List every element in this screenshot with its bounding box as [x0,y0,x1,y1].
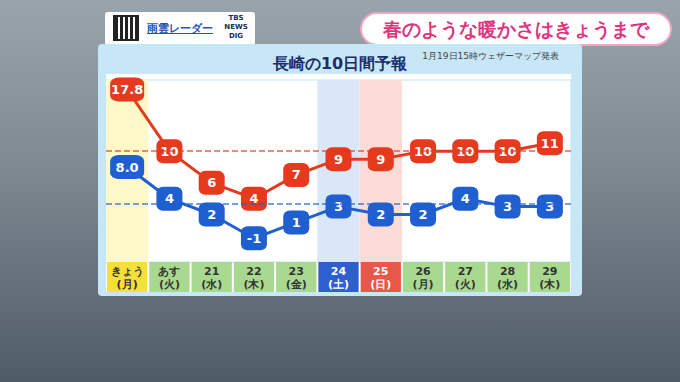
svg-text:長崎の10日間予報: 長崎の10日間予報 [272,54,408,73]
svg-text:(日): (日) [370,278,391,291]
svg-text:2: 2 [207,207,216,222]
svg-text:(月): (月) [413,278,434,291]
html-text:雨雲レーダー: 雨雲レーダー [147,22,213,35]
svg-text:(月): (月) [117,278,138,291]
svg-text:22: 22 [246,265,261,278]
svg-text:21: 21 [204,265,219,278]
svg-text:6: 6 [207,175,216,190]
svg-text:10: 10 [498,143,517,159]
svg-text:7: 7 [292,167,301,182]
svg-text:4: 4 [249,191,259,207]
svg-text:(水): (水) [201,278,222,291]
svg-text:10: 10 [414,143,433,159]
svg-text:1月19日15時ウェザーマップ発表: 1月19日15時ウェザーマップ発表 [422,51,559,61]
svg-text:11: 11 [541,136,559,151]
svg-text:(土): (土) [328,278,349,291]
svg-text:17.8: 17.8 [111,82,143,97]
svg-text:きょう: きょう [111,265,144,278]
svg-text:3: 3 [545,199,554,214]
svg-text:(水): (水) [497,278,518,291]
svg-text:28: 28 [500,265,515,278]
svg-text:4: 4 [164,191,174,207]
svg-text:(木): (木) [539,278,560,291]
html-text:TBS NEWS DIG: TBS NEWS DIG [224,14,248,40]
html-text:春のような暖かさはきょうまで: 春のような暖かさはきょうまで [383,18,649,40]
svg-text:25: 25 [373,265,388,278]
svg-text:9: 9 [376,152,385,167]
svg-text:10: 10 [160,143,179,159]
svg-text:27: 27 [458,265,473,278]
svg-text:26: 26 [415,265,431,278]
svg-text:8.0: 8.0 [116,160,139,175]
svg-text:3: 3 [334,199,343,214]
svg-text:4: 4 [460,191,470,207]
svg-text:-1: -1 [247,231,261,246]
svg-text:2: 2 [376,207,385,222]
svg-text:あす: あす [158,265,180,278]
svg-text:(金): (金) [286,278,307,291]
svg-text:1: 1 [292,215,301,230]
svg-text:(木): (木) [243,278,264,291]
svg-text:23: 23 [289,265,304,278]
svg-text:24: 24 [331,265,347,278]
svg-text:29: 29 [542,265,557,278]
svg-text:(火): (火) [159,278,180,291]
svg-text:3: 3 [503,199,512,214]
svg-text:10: 10 [456,143,475,159]
svg-text:(火): (火) [455,278,476,291]
svg-text:9: 9 [334,152,343,167]
svg-text:2: 2 [419,207,428,222]
